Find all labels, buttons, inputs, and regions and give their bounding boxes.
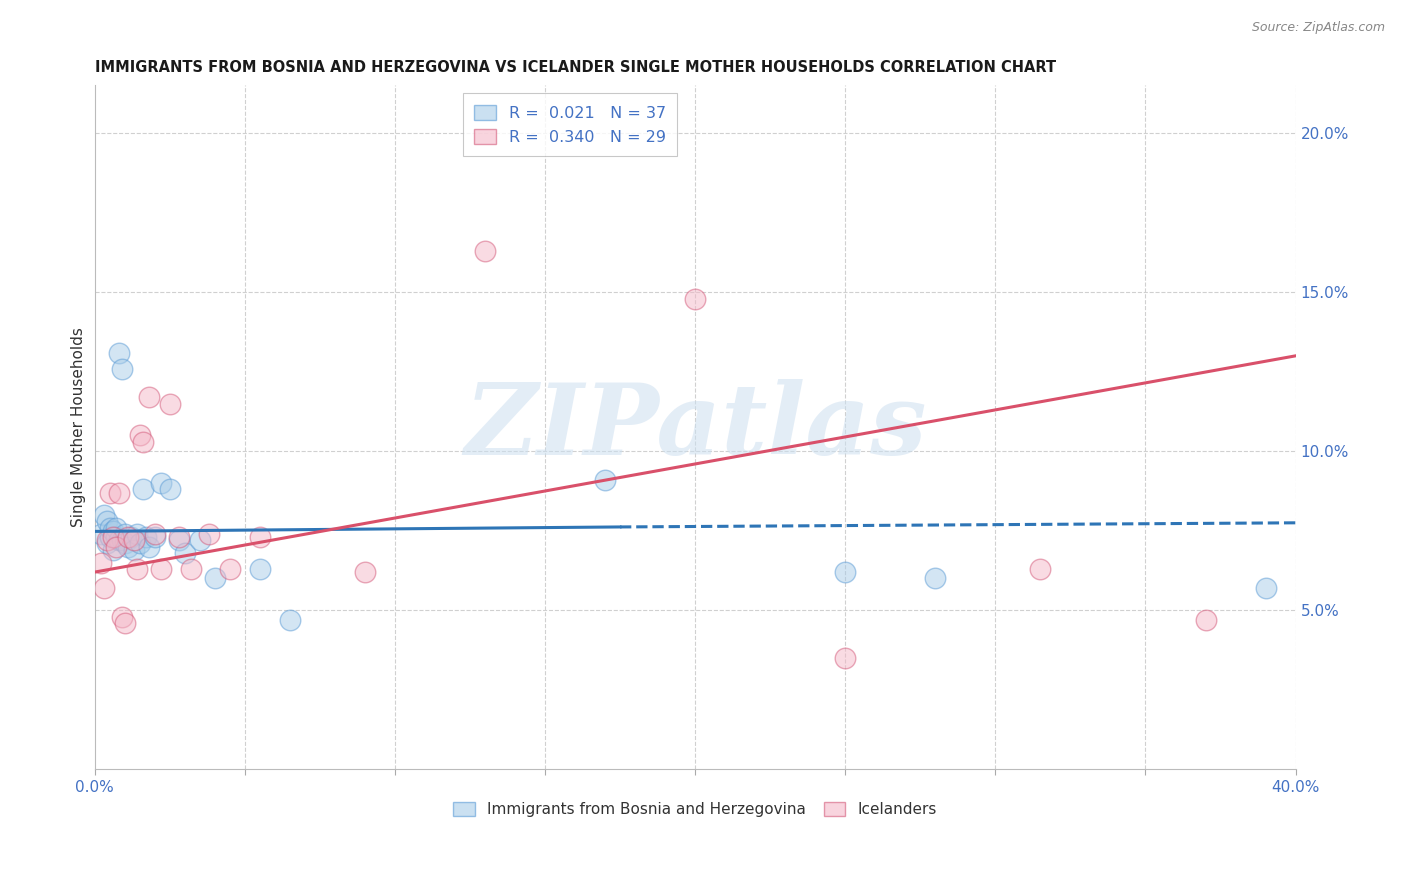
Point: [128, 428, 150, 442]
Point: [122, 542, 145, 557]
Point: [114, 536, 136, 550]
Legend: Immigrants from Bosnia and Herzegovina, Icelanders: Immigrants from Bosnia and Herzegovina, …: [447, 796, 943, 823]
Point: [167, 533, 190, 548]
Point: [96, 536, 118, 550]
Point: [96, 533, 118, 548]
Point: [278, 613, 301, 627]
Point: [218, 562, 240, 576]
Point: [834, 565, 856, 579]
Point: [924, 572, 946, 586]
Point: [114, 527, 136, 541]
Point: [188, 533, 211, 548]
Point: [110, 361, 132, 376]
Point: [98, 485, 121, 500]
Point: [249, 530, 271, 544]
Point: [149, 476, 172, 491]
Point: [180, 562, 202, 576]
Point: [117, 530, 139, 544]
Point: [149, 562, 172, 576]
Text: Source: ZipAtlas.com: Source: ZipAtlas.com: [1251, 21, 1385, 34]
Point: [125, 527, 148, 541]
Point: [1029, 562, 1052, 576]
Point: [104, 520, 127, 534]
Text: ZIPatlas: ZIPatlas: [464, 379, 927, 475]
Point: [90, 527, 112, 541]
Point: [249, 562, 271, 576]
Point: [197, 527, 219, 541]
Point: [110, 533, 132, 548]
Point: [683, 292, 706, 306]
Point: [131, 483, 153, 497]
Point: [834, 651, 856, 665]
Point: [120, 530, 142, 544]
Point: [1254, 581, 1277, 595]
Point: [159, 396, 181, 410]
Point: [125, 562, 148, 576]
Point: [593, 473, 616, 487]
Point: [107, 485, 129, 500]
Point: [107, 345, 129, 359]
Point: [138, 390, 160, 404]
Point: [104, 530, 127, 544]
Point: [204, 572, 226, 586]
Point: [93, 581, 115, 595]
Point: [122, 533, 145, 548]
Text: IMMIGRANTS FROM BOSNIA AND HERZEGOVINA VS ICELANDER SINGLE MOTHER HOUSEHOLDS COR: IMMIGRANTS FROM BOSNIA AND HERZEGOVINA V…: [94, 60, 1056, 75]
Point: [114, 615, 136, 630]
Point: [101, 530, 124, 544]
Point: [98, 520, 121, 534]
Point: [93, 508, 115, 522]
Point: [90, 556, 112, 570]
Point: [131, 434, 153, 449]
Point: [173, 546, 195, 560]
Point: [128, 536, 150, 550]
Point: [143, 527, 166, 541]
Y-axis label: Single Mother Households: Single Mother Households: [72, 327, 86, 527]
Point: [104, 540, 127, 554]
Point: [98, 530, 121, 544]
Point: [96, 514, 118, 528]
Point: [107, 533, 129, 548]
Point: [1194, 613, 1216, 627]
Point: [474, 244, 496, 258]
Point: [159, 483, 181, 497]
Point: [101, 524, 124, 538]
Point: [101, 542, 124, 557]
Point: [117, 540, 139, 554]
Point: [143, 530, 166, 544]
Point: [138, 540, 160, 554]
Point: [167, 530, 190, 544]
Point: [353, 565, 375, 579]
Point: [110, 609, 132, 624]
Point: [135, 530, 157, 544]
